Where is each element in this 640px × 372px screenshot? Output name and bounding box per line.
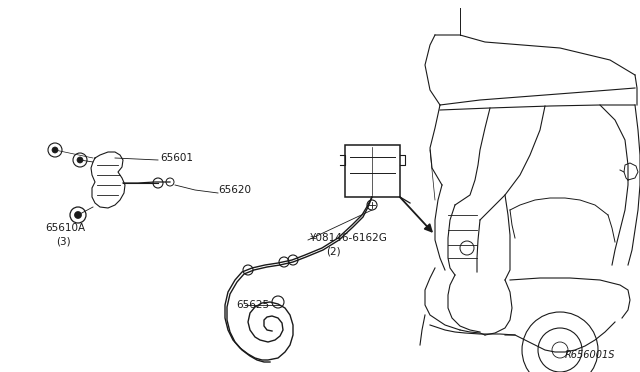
Text: (2): (2) (326, 247, 340, 257)
Text: 65620: 65620 (218, 185, 251, 195)
Text: R656001S: R656001S (564, 350, 615, 360)
Circle shape (74, 212, 81, 218)
Circle shape (52, 147, 58, 153)
Text: 65601: 65601 (160, 153, 193, 163)
Text: 65625: 65625 (236, 300, 269, 310)
Text: 65610A: 65610A (45, 223, 85, 233)
Circle shape (77, 157, 83, 163)
Text: (3): (3) (56, 236, 70, 246)
Bar (345, 145, 400, 197)
Text: ¥08146-6162G: ¥08146-6162G (310, 233, 388, 243)
